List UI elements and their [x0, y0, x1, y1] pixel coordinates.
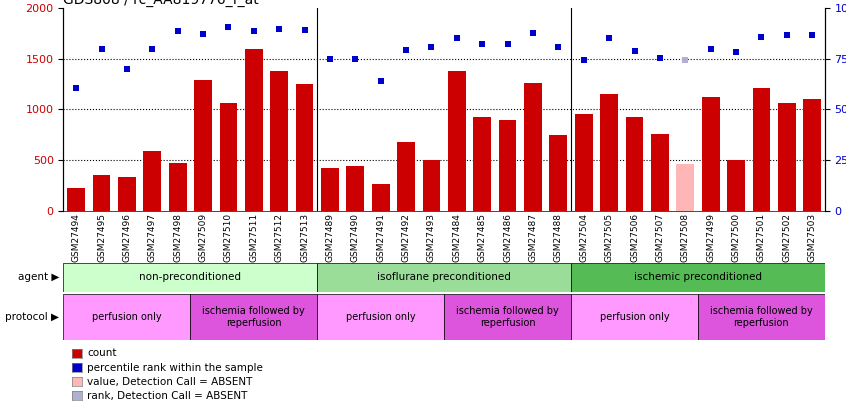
Text: GSM27499: GSM27499 — [706, 213, 715, 262]
Bar — [270, 71, 288, 211]
Bar — [752, 88, 770, 211]
Text: GSM27490: GSM27490 — [351, 213, 360, 262]
Bar — [118, 177, 135, 211]
Text: GSM27484: GSM27484 — [453, 213, 461, 262]
Text: rank, Detection Call = ABSENT: rank, Detection Call = ABSENT — [87, 391, 248, 401]
Bar — [63, 263, 317, 292]
Text: GSM27489: GSM27489 — [326, 213, 334, 262]
Bar — [524, 83, 541, 211]
Text: GSM27493: GSM27493 — [427, 213, 436, 262]
Bar — [625, 117, 643, 211]
Bar — [143, 151, 161, 211]
Text: value, Detection Call = ABSENT: value, Detection Call = ABSENT — [87, 377, 252, 387]
Text: perfusion only: perfusion only — [600, 312, 669, 322]
Text: GDS808 / rc_AA819776_f_at: GDS808 / rc_AA819776_f_at — [63, 0, 259, 7]
Text: GSM27501: GSM27501 — [757, 213, 766, 262]
Bar — [574, 115, 592, 211]
Text: GSM27494: GSM27494 — [72, 213, 80, 262]
Bar — [245, 49, 262, 211]
Text: ischemia followed by
reperfusion: ischemia followed by reperfusion — [710, 306, 813, 328]
Bar — [473, 117, 491, 211]
Bar — [317, 294, 444, 340]
Bar — [346, 166, 364, 211]
Text: count: count — [87, 348, 117, 358]
Bar — [194, 80, 212, 211]
Bar — [803, 99, 821, 211]
Bar — [67, 188, 85, 211]
Text: GSM27485: GSM27485 — [478, 213, 486, 262]
Text: GSM27500: GSM27500 — [732, 213, 740, 262]
Text: percentile rank within the sample: percentile rank within the sample — [87, 362, 263, 373]
Bar — [701, 97, 719, 211]
Bar — [190, 294, 317, 340]
Text: GSM27513: GSM27513 — [300, 213, 309, 262]
Text: GSM27510: GSM27510 — [224, 213, 233, 262]
Text: GSM27495: GSM27495 — [97, 213, 106, 262]
Text: GSM27507: GSM27507 — [656, 213, 664, 262]
Bar — [444, 294, 571, 340]
Bar — [371, 184, 389, 211]
Text: GSM27486: GSM27486 — [503, 213, 512, 262]
Bar — [676, 164, 694, 211]
Text: GSM27498: GSM27498 — [173, 213, 182, 262]
Text: GSM27496: GSM27496 — [123, 213, 131, 262]
Bar — [296, 84, 313, 211]
Bar — [549, 134, 567, 211]
Text: GSM27505: GSM27505 — [605, 213, 613, 262]
Bar — [397, 142, 415, 211]
Bar — [219, 103, 237, 211]
Bar — [168, 163, 186, 211]
Text: GSM27506: GSM27506 — [630, 213, 639, 262]
Bar — [321, 168, 338, 211]
Text: protocol ▶: protocol ▶ — [5, 312, 59, 322]
Bar — [422, 160, 440, 211]
Bar — [498, 121, 516, 211]
Bar — [571, 263, 825, 292]
Text: GSM27511: GSM27511 — [250, 213, 258, 262]
Bar — [448, 71, 465, 211]
Text: GSM27488: GSM27488 — [554, 213, 563, 262]
Text: GSM27492: GSM27492 — [402, 213, 410, 262]
Text: perfusion only: perfusion only — [346, 312, 415, 322]
Bar — [63, 294, 190, 340]
Text: GSM27502: GSM27502 — [783, 213, 791, 262]
Text: GSM27504: GSM27504 — [580, 213, 588, 262]
Text: ischemia followed by
reperfusion: ischemia followed by reperfusion — [456, 306, 559, 328]
Text: GSM27508: GSM27508 — [681, 213, 689, 262]
Text: GSM27512: GSM27512 — [275, 213, 283, 262]
Bar — [651, 134, 668, 211]
Text: ischemia followed by
reperfusion: ischemia followed by reperfusion — [202, 306, 305, 328]
Text: GSM27491: GSM27491 — [376, 213, 385, 262]
Text: GSM27503: GSM27503 — [808, 213, 816, 262]
Text: GSM27487: GSM27487 — [529, 213, 537, 262]
Text: non-preconditioned: non-preconditioned — [140, 273, 241, 282]
Text: agent ▶: agent ▶ — [18, 273, 59, 282]
Bar — [727, 160, 744, 211]
Bar — [777, 103, 795, 211]
Text: isoflurane preconditioned: isoflurane preconditioned — [377, 273, 511, 282]
Text: perfusion only: perfusion only — [92, 312, 162, 322]
Text: GSM27497: GSM27497 — [148, 213, 157, 262]
Bar — [317, 263, 571, 292]
Bar — [571, 294, 698, 340]
Text: ischemic preconditioned: ischemic preconditioned — [634, 273, 762, 282]
Bar — [600, 94, 618, 211]
Bar — [92, 175, 110, 211]
Text: GSM27509: GSM27509 — [199, 213, 207, 262]
Bar — [698, 294, 825, 340]
